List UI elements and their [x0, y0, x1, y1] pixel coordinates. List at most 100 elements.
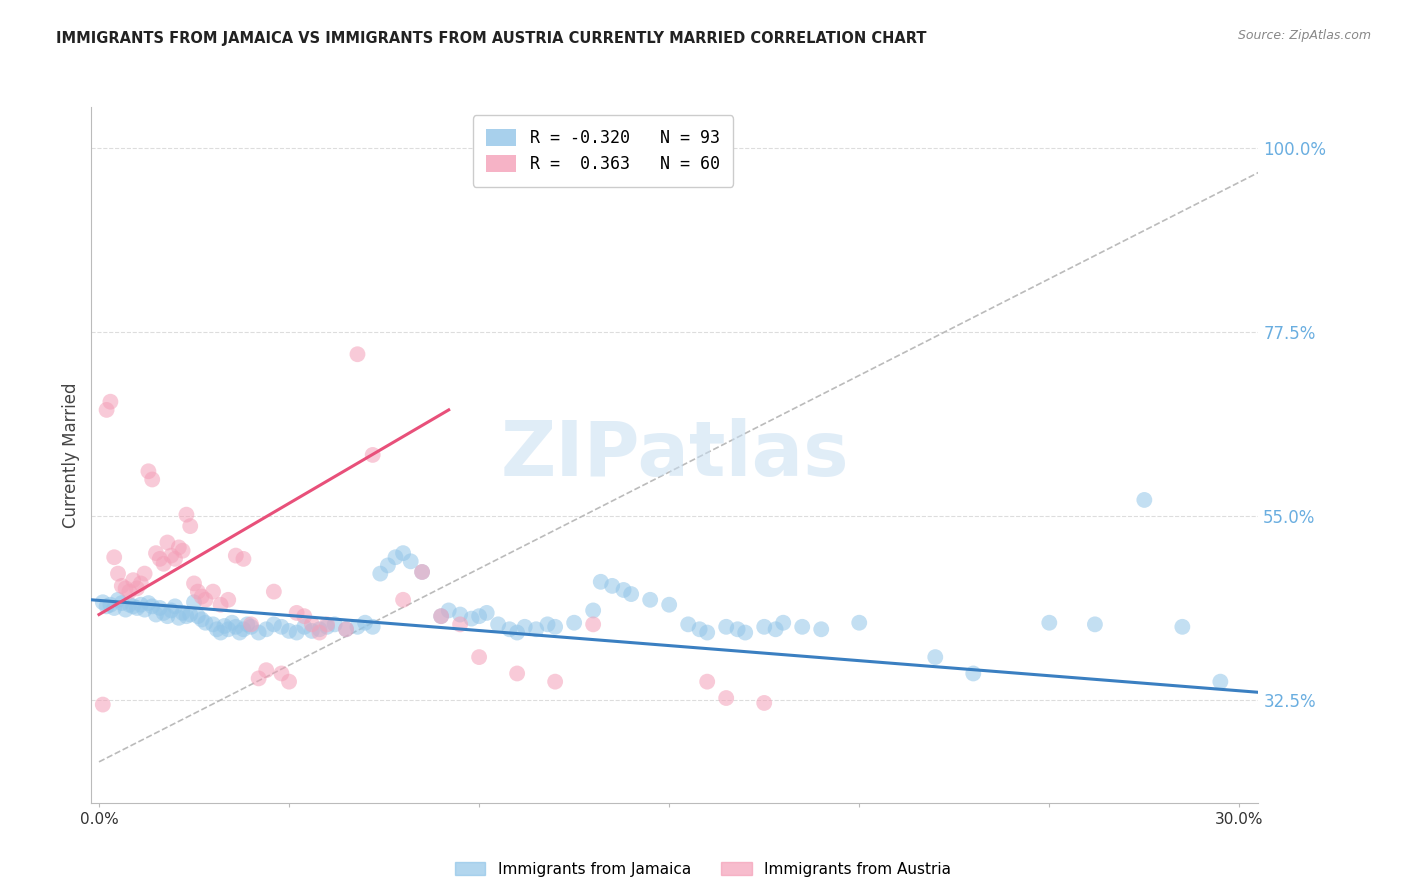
Point	[138, 464, 160, 478]
Point	[183, 576, 205, 591]
Point	[384, 550, 406, 565]
Point	[179, 519, 201, 533]
Text: IMMIGRANTS FROM JAMAICA VS IMMIGRANTS FROM AUSTRIA CURRENTLY MARRIED CORRELATION: IMMIGRANTS FROM JAMAICA VS IMMIGRANTS FR…	[56, 31, 927, 46]
Point	[449, 617, 471, 632]
Point	[122, 573, 145, 587]
Point	[134, 566, 156, 581]
Point	[107, 592, 129, 607]
Point	[962, 666, 984, 681]
Point	[160, 603, 183, 617]
Point	[254, 622, 277, 636]
Point	[91, 595, 114, 609]
Point	[676, 617, 699, 632]
Point	[190, 612, 212, 626]
Point	[354, 615, 377, 630]
Point	[468, 609, 491, 624]
Point	[202, 584, 225, 599]
Point	[202, 617, 225, 632]
Point	[460, 612, 482, 626]
Point	[96, 403, 118, 417]
Point	[138, 596, 160, 610]
Point	[582, 603, 605, 617]
Point	[772, 615, 794, 630]
Point	[536, 617, 558, 632]
Point	[1038, 615, 1060, 630]
Point	[100, 598, 122, 612]
Point	[658, 598, 681, 612]
Y-axis label: Currently Married: Currently Married	[62, 382, 80, 528]
Point	[156, 535, 179, 549]
Point	[638, 592, 661, 607]
Point	[714, 620, 737, 634]
Point	[696, 674, 718, 689]
Point	[141, 599, 163, 614]
Point	[278, 624, 301, 638]
Point	[134, 602, 156, 616]
Point	[221, 615, 243, 630]
Point	[209, 625, 232, 640]
Point	[190, 590, 212, 604]
Point	[125, 601, 148, 615]
Point	[217, 592, 239, 607]
Point	[316, 620, 339, 634]
Text: ZIPatlas: ZIPatlas	[501, 418, 849, 491]
Point	[620, 587, 643, 601]
Point	[562, 615, 585, 630]
Point	[145, 546, 167, 560]
Point	[361, 620, 384, 634]
Point	[301, 624, 323, 638]
Point	[270, 666, 292, 681]
Point	[172, 606, 194, 620]
Point	[129, 576, 152, 591]
Point	[111, 596, 134, 610]
Point	[167, 611, 190, 625]
Point	[285, 606, 308, 620]
Point	[172, 543, 194, 558]
Point	[187, 584, 209, 599]
Point	[187, 609, 209, 624]
Point	[316, 617, 339, 632]
Point	[96, 599, 118, 614]
Point	[263, 584, 285, 599]
Point	[449, 607, 471, 622]
Point	[225, 620, 247, 634]
Point	[217, 622, 239, 636]
Point	[411, 565, 433, 579]
Point	[792, 620, 814, 634]
Point	[689, 622, 711, 636]
Point	[156, 609, 179, 624]
Point	[430, 609, 453, 624]
Point	[714, 691, 737, 706]
Point	[270, 620, 292, 634]
Point	[107, 566, 129, 581]
Point	[810, 622, 832, 636]
Point	[163, 552, 186, 566]
Point	[430, 609, 453, 624]
Point	[361, 448, 384, 462]
Point	[285, 625, 308, 640]
Point	[149, 601, 172, 615]
Point	[613, 582, 636, 597]
Point	[734, 625, 756, 640]
Point	[1133, 492, 1156, 507]
Point	[392, 592, 415, 607]
Point	[232, 622, 254, 636]
Point	[468, 650, 491, 665]
Point	[498, 622, 520, 636]
Point	[1171, 620, 1194, 634]
Point	[114, 602, 136, 616]
Point	[754, 620, 776, 634]
Point	[292, 620, 315, 634]
Point	[247, 625, 270, 640]
Point	[100, 394, 122, 409]
Point	[544, 620, 567, 634]
Point	[924, 650, 946, 665]
Point	[160, 549, 183, 563]
Point	[848, 615, 870, 630]
Point	[209, 598, 232, 612]
Point	[247, 672, 270, 686]
Point	[513, 620, 536, 634]
Point	[163, 599, 186, 614]
Point	[141, 473, 163, 487]
Point	[236, 617, 259, 632]
